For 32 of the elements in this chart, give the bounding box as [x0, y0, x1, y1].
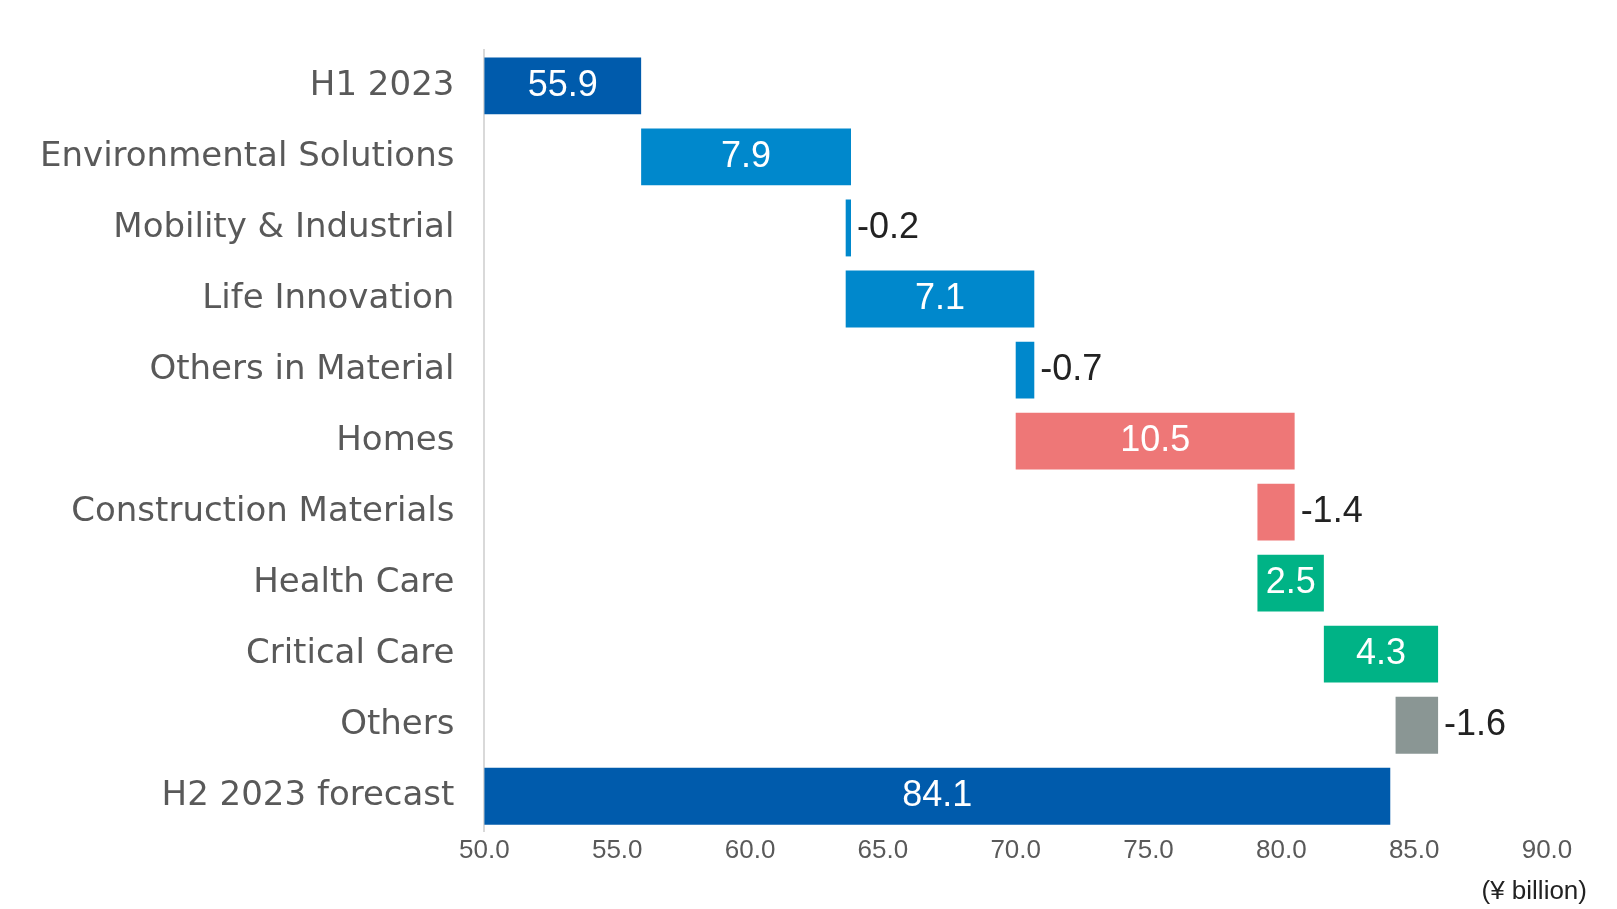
data-label: 7.9	[721, 133, 772, 175]
x-tick-label: 85.0	[1388, 833, 1440, 864]
y-tick-label: Homes	[336, 417, 455, 458]
x-tick-label: 75.0	[1123, 833, 1174, 864]
data-label: 7.1	[914, 275, 966, 317]
data-label: 84.1	[902, 773, 973, 815]
data-label: 4.3	[1355, 631, 1406, 673]
y-tick-label: Others	[340, 702, 455, 743]
data-label: -0.7	[1040, 346, 1103, 388]
y-tick-label: Others in Material	[149, 346, 455, 387]
y-tick-label: Health Care	[253, 560, 455, 600]
x-tick-label: 90.0	[1521, 833, 1573, 864]
x-tick-label: 80.0	[1256, 833, 1307, 864]
y-tick-label: Environmental Solutions	[39, 133, 455, 174]
x-tick-label: 60.0	[724, 833, 776, 864]
data-label: -1.4	[1300, 489, 1363, 531]
data-label: 10.5	[1120, 418, 1191, 460]
y-tick-label: H2 2023 forecast	[161, 773, 455, 814]
x-tick-label: 65.0	[857, 833, 909, 864]
y-tick-label: Mobility & Industrial	[113, 204, 455, 245]
y-tick-label: Life Innovation	[202, 275, 455, 316]
x-tick-label: 50.0	[459, 833, 510, 864]
x-tick-label: 70.0	[990, 833, 1042, 864]
y-tick-label: H1 2023	[309, 62, 455, 103]
data-label: 2.5	[1265, 560, 1316, 602]
data-label: -1.6	[1444, 702, 1507, 744]
x-tick-label: 55.0	[591, 833, 643, 864]
data-label: -0.2	[857, 204, 920, 246]
y-tick-label: Critical Care	[245, 631, 455, 672]
data-label: 55.9	[527, 62, 598, 104]
y-tick-label: Construction Materials	[71, 488, 455, 529]
text: (¥ billion)	[1481, 875, 1587, 906]
